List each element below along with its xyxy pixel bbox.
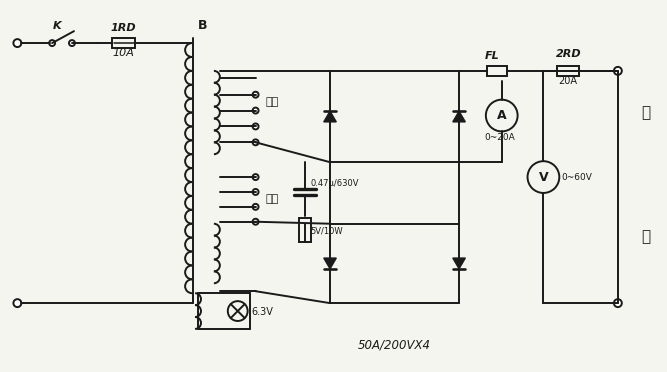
Text: 5V/10W: 5V/10W — [310, 227, 343, 235]
Text: 50A/200VX4: 50A/200VX4 — [358, 339, 431, 352]
Text: 0~60V: 0~60V — [562, 173, 592, 182]
Bar — [111, 38, 135, 48]
Circle shape — [253, 108, 259, 113]
Text: V: V — [539, 171, 548, 183]
Circle shape — [253, 204, 259, 210]
Polygon shape — [323, 258, 336, 269]
Text: 2RD: 2RD — [556, 49, 581, 59]
Text: 输: 输 — [641, 106, 650, 121]
Circle shape — [13, 299, 21, 307]
Polygon shape — [323, 111, 336, 122]
Bar — [558, 66, 579, 76]
Text: 细调: 细调 — [265, 194, 279, 204]
Polygon shape — [453, 111, 466, 122]
Circle shape — [253, 174, 259, 180]
Circle shape — [528, 161, 560, 193]
Text: 0.47μ/630V: 0.47μ/630V — [310, 179, 359, 188]
Circle shape — [49, 40, 55, 46]
Text: 粗调: 粗调 — [265, 97, 279, 107]
Text: FL: FL — [484, 51, 499, 61]
Circle shape — [13, 39, 21, 47]
Text: 1RD: 1RD — [111, 23, 136, 33]
Text: A: A — [497, 109, 506, 122]
Circle shape — [486, 100, 518, 131]
Circle shape — [253, 92, 259, 98]
Circle shape — [614, 299, 622, 307]
Text: 20A: 20A — [559, 76, 578, 86]
Text: 0~20A: 0~20A — [484, 133, 515, 142]
Text: 6.3V: 6.3V — [251, 307, 273, 317]
Circle shape — [253, 140, 259, 145]
Circle shape — [69, 40, 75, 46]
Polygon shape — [453, 258, 466, 269]
Text: B: B — [198, 19, 207, 32]
Circle shape — [253, 189, 259, 195]
Text: K: K — [53, 21, 61, 31]
Bar — [299, 218, 311, 241]
Text: 出: 出 — [641, 230, 650, 244]
Bar — [487, 66, 507, 76]
Circle shape — [253, 219, 259, 225]
Text: 10A: 10A — [113, 48, 135, 58]
Circle shape — [614, 67, 622, 75]
Circle shape — [228, 301, 247, 321]
Circle shape — [253, 124, 259, 129]
